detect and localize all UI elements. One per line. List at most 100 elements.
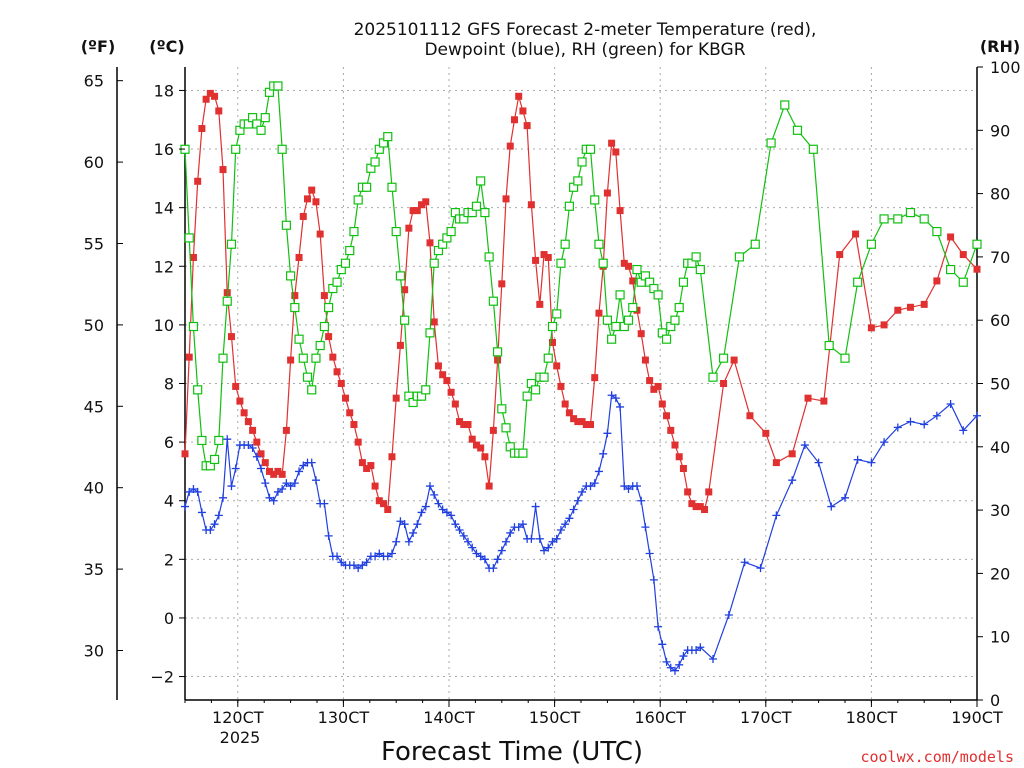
temperature-point xyxy=(906,303,914,311)
temperature-point xyxy=(333,368,341,376)
dewpoint-point xyxy=(189,485,198,493)
dewpoint-point xyxy=(616,402,625,411)
rh-point xyxy=(792,125,803,135)
temperature-point xyxy=(257,450,265,458)
celsius-tick-label: 18 xyxy=(154,81,174,100)
temperature-point xyxy=(363,464,371,472)
celsius-tick-label: 4 xyxy=(164,492,174,511)
rh-point xyxy=(661,334,672,344)
dewpoint-point xyxy=(447,511,456,520)
temperature-point xyxy=(510,116,518,124)
dewpoint-point xyxy=(307,458,316,467)
temperature-point xyxy=(746,412,754,420)
rh-point xyxy=(691,252,701,262)
rh-point xyxy=(932,226,942,237)
dewpoint-point xyxy=(455,526,464,535)
rh-point xyxy=(340,258,351,268)
dewpoint-point xyxy=(472,549,481,558)
dewpoint-point xyxy=(278,485,287,493)
rh-point xyxy=(585,144,596,154)
rh-tick-label: 10 xyxy=(990,628,1010,647)
dewpoint-point xyxy=(814,458,823,467)
temperature-point xyxy=(468,435,476,443)
temperature-point xyxy=(620,259,628,267)
temperature-point xyxy=(701,506,709,514)
temperature-point xyxy=(409,207,417,215)
rh-point xyxy=(231,144,241,154)
rh-point xyxy=(547,321,558,332)
dewpoint-point xyxy=(670,666,679,675)
rh-tick-label: 90 xyxy=(990,121,1010,140)
rh-point xyxy=(750,239,760,249)
temperature-point xyxy=(325,333,333,341)
celsius-tick-label: 8 xyxy=(164,375,174,394)
temperature-point xyxy=(570,415,578,423)
rh-tick-label: 60 xyxy=(990,311,1010,330)
dewpoint-point xyxy=(573,496,582,505)
temperature-point xyxy=(375,497,383,505)
temperature-point xyxy=(342,394,350,402)
rh-point xyxy=(492,347,503,357)
dewpoint-point xyxy=(197,508,206,517)
rh-point xyxy=(530,385,541,395)
dewpoint-point xyxy=(654,622,663,631)
temperature-point xyxy=(320,292,328,300)
dewpoint-point xyxy=(724,611,733,620)
dewpoint-point xyxy=(387,549,396,558)
temperature-point xyxy=(295,253,303,261)
dewpoint-point xyxy=(800,441,809,450)
temperature-point xyxy=(603,189,611,197)
temperature-point xyxy=(371,482,379,490)
rh-point xyxy=(766,138,776,148)
temperature-point xyxy=(198,125,206,133)
temperature-point xyxy=(894,306,902,314)
dewpoint-point xyxy=(451,520,460,529)
dewpoint-point xyxy=(337,558,346,567)
dewpoint-point xyxy=(193,487,202,496)
temperature-point xyxy=(481,453,489,461)
temperature-point xyxy=(548,338,556,346)
rh-point xyxy=(853,277,863,287)
temperature-point xyxy=(654,382,662,390)
rh-point xyxy=(539,372,549,382)
dewpoint-point xyxy=(400,520,409,529)
rh-tick-label: 40 xyxy=(990,438,1010,457)
temperature-line xyxy=(184,92,978,512)
dewpoint-point xyxy=(409,528,418,537)
celsius-tick-label: 0 xyxy=(164,609,174,628)
rh-point xyxy=(332,277,342,287)
temperature-point xyxy=(189,253,197,261)
rh-point xyxy=(400,315,410,325)
dewpoint-point xyxy=(932,411,941,420)
temperature-point xyxy=(498,280,506,288)
dewpoint-point xyxy=(223,435,232,444)
temperature-point xyxy=(684,488,692,496)
temperature-point xyxy=(447,388,455,396)
rh-point xyxy=(184,233,194,243)
dewpoint-point xyxy=(354,564,363,573)
temperature-point xyxy=(502,195,510,203)
grid-layer xyxy=(185,67,978,700)
dewpoint-point xyxy=(772,511,781,520)
temperature-point xyxy=(426,239,434,247)
rh-point xyxy=(425,328,435,338)
dewpoint-point xyxy=(311,476,320,485)
temperature-point xyxy=(947,233,955,241)
dewpoint-point xyxy=(459,531,468,540)
rh-point xyxy=(484,252,494,262)
rh-point xyxy=(905,207,916,218)
temperature-point xyxy=(730,356,738,364)
dewpoint-point xyxy=(396,517,405,526)
rh-point xyxy=(497,404,507,414)
fahrenheit-tick-label: 35 xyxy=(84,560,104,579)
temperature-point xyxy=(219,166,227,174)
temperature-point xyxy=(591,374,599,382)
rh-point xyxy=(607,334,617,344)
dewpoint-point xyxy=(645,549,654,558)
temperature-point xyxy=(762,429,770,437)
temperature-point xyxy=(641,356,649,364)
dewpoint-point xyxy=(295,467,304,476)
temperature-point xyxy=(464,421,472,429)
dewpoint-point xyxy=(206,526,215,535)
dewpoint-point xyxy=(561,520,570,529)
